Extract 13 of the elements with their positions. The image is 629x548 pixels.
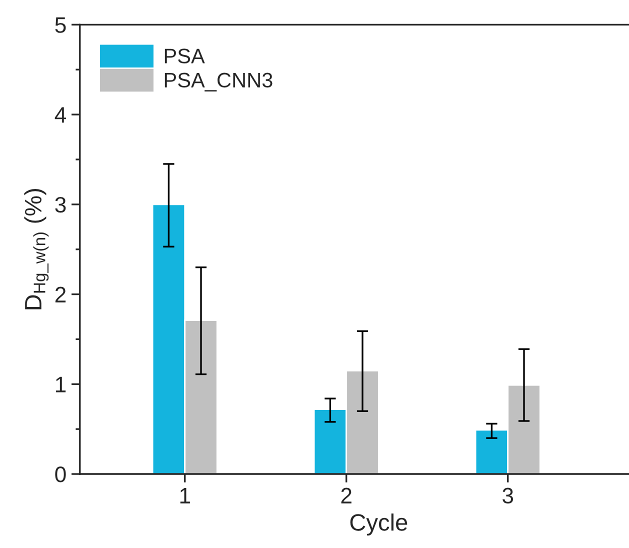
x-tick-label: 1	[180, 488, 190, 504]
y-tick-label: 0	[55, 466, 66, 482]
y-tick-label: 3	[55, 196, 66, 213]
y-tick-label: 4	[54, 107, 66, 123]
y-tick-label: 2	[55, 286, 66, 302]
y-axis-title: D$_{Hg_w(n)}$ (%)	[24, 189, 49, 310]
x-tick-label: 2	[341, 488, 352, 504]
legend-label: PSA	[164, 48, 205, 64]
y-tick-label: 1	[56, 376, 66, 392]
legend-label: PSA_CNN3	[164, 72, 272, 92]
x-axis-title: Cycle	[350, 513, 408, 536]
x-tick-label: 3	[502, 488, 514, 504]
y-tick-label: 5	[55, 17, 66, 33]
